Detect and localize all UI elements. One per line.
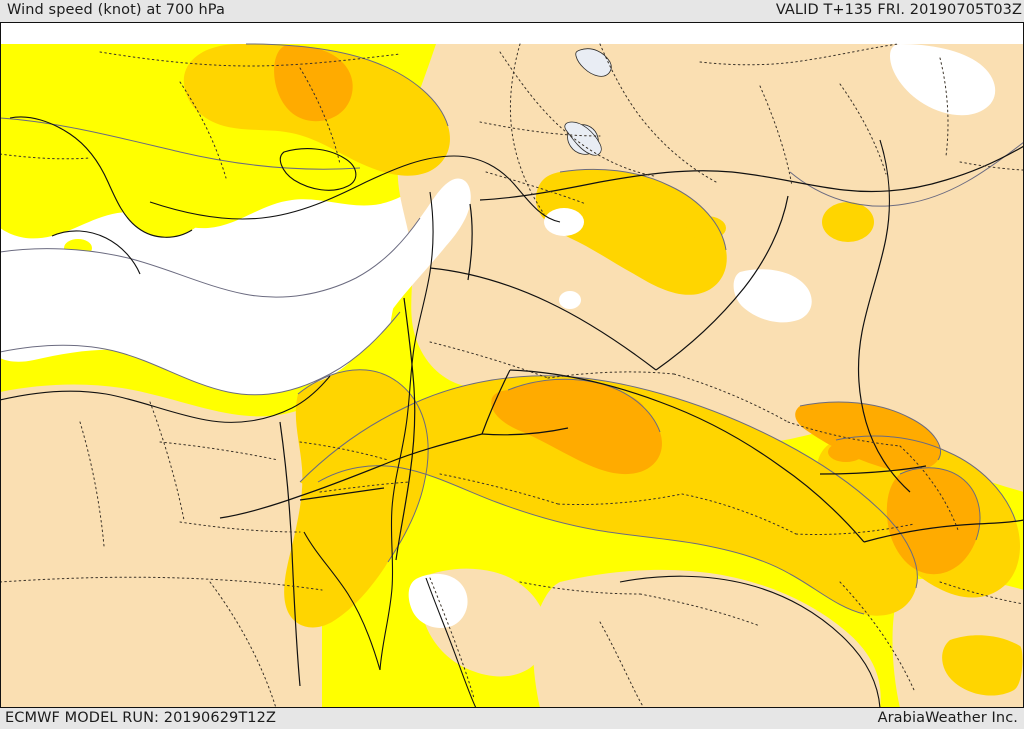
country-borders bbox=[219, 139, 1024, 687]
admin-boundaries bbox=[0, 43, 1024, 708]
page-title: Wind speed (knot) at 700 hPa bbox=[7, 2, 225, 18]
low-wind-pockets bbox=[0, 44, 996, 629]
footer-bar: ECMWF MODEL RUN: 20190629T12Z ArabiaWeat… bbox=[0, 708, 1024, 729]
valid-time-label: VALID T+135 FRI. 20190705T03Z bbox=[775, 2, 1022, 18]
band-20-30kt bbox=[183, 44, 1023, 696]
map-canvas[interactable] bbox=[0, 22, 1024, 708]
coastlines bbox=[0, 116, 881, 708]
brand-label: ArabiaWeather Inc. bbox=[877, 710, 1018, 726]
model-run-label: ECMWF MODEL RUN: 20190629T12Z bbox=[5, 710, 276, 726]
header-bar: Wind speed (knot) at 700 hPa VALID T+135… bbox=[0, 0, 1024, 22]
lake-van bbox=[564, 121, 602, 156]
band-30-40kt bbox=[274, 45, 980, 575]
wind-speed-map-svg bbox=[0, 22, 1024, 708]
contour-lines bbox=[0, 43, 1024, 615]
black-sea-inlet bbox=[575, 48, 612, 77]
